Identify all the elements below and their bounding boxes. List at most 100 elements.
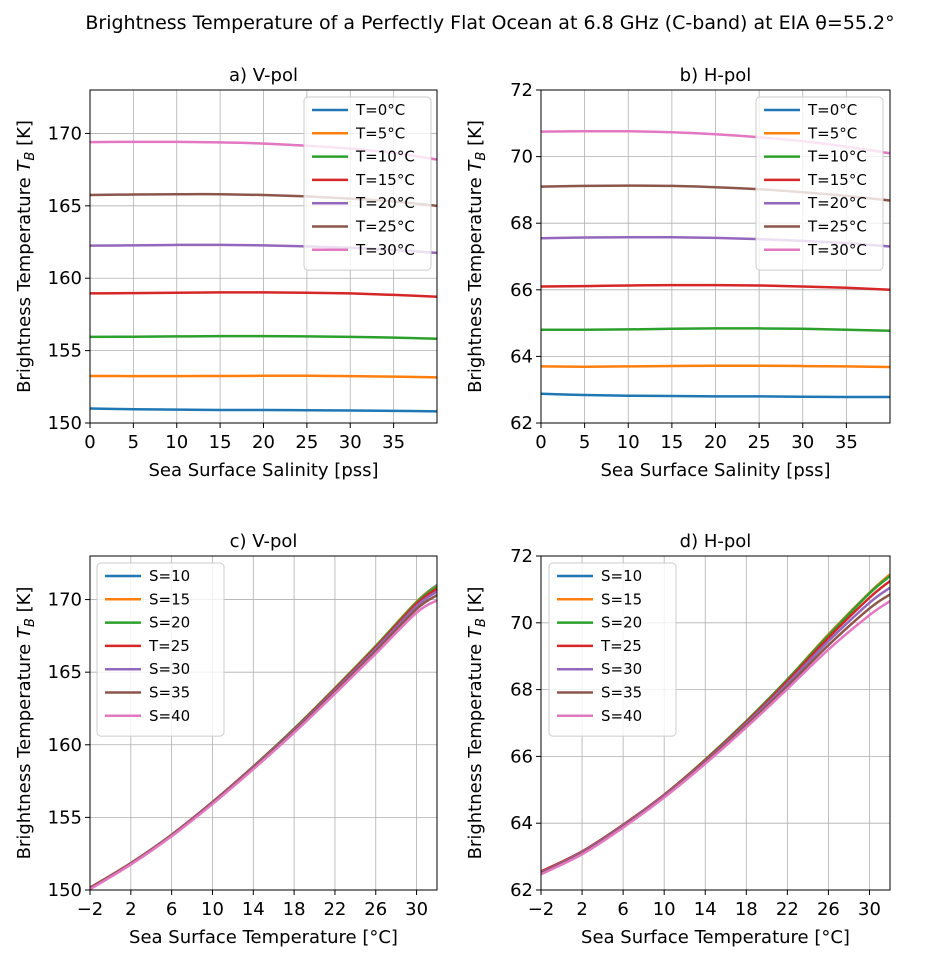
legend-entry-label: S=15 — [601, 590, 642, 608]
legend-entry-label: T=15°C — [355, 171, 415, 189]
y-tick-label: 160 — [48, 735, 82, 756]
legend-entry-label: S=35 — [601, 684, 642, 702]
x-tick-label: 2 — [125, 899, 136, 920]
x-tick-label: 15 — [209, 432, 232, 453]
series-line-6 — [90, 599, 437, 890]
legend-entry-label: T=25 — [148, 637, 190, 655]
legend-entry-label: S=35 — [149, 684, 190, 702]
y-tick-label: 70 — [510, 613, 533, 634]
legend-entry-label: T=0°C — [807, 101, 857, 119]
x-tick-label: 18 — [735, 899, 758, 920]
y-tick-label: 150 — [48, 413, 82, 434]
x-tick-label: 30 — [858, 899, 881, 920]
legend-entry-label: T=10°C — [355, 148, 415, 166]
x-tick-label: 10 — [617, 432, 640, 453]
series-line-1 — [541, 364, 890, 369]
series-line-2 — [90, 334, 437, 340]
x-tick-label: 26 — [817, 899, 840, 920]
series-line-0 — [90, 407, 437, 413]
series-line-2 — [541, 327, 890, 333]
x-tick-label: 0 — [535, 432, 546, 453]
series-lines — [90, 584, 437, 890]
x-axis-label: Sea Surface Temperature [°C] — [129, 927, 398, 948]
legend-entry-label: T=10°C — [807, 148, 867, 166]
y-tick-label: 70 — [510, 147, 533, 168]
x-tick-label: 30 — [405, 899, 428, 920]
x-tick-label: 26 — [364, 899, 387, 920]
x-tick-label: −2 — [528, 899, 555, 920]
legend-entry-label: S=20 — [149, 614, 190, 632]
y-tick-label: 160 — [48, 268, 82, 289]
x-tick-label: 5 — [128, 432, 139, 453]
y-tick-label: 155 — [48, 341, 82, 362]
legend-entry-label: S=30 — [601, 660, 642, 678]
y-tick-label: 155 — [48, 807, 82, 828]
x-tick-label: 18 — [283, 899, 306, 920]
legend: S=10 S=15 S=20 T=25 S=30 S=35 S=40 — [548, 562, 677, 737]
series-line-1 — [90, 374, 437, 379]
x-tick-label: −2 — [77, 899, 104, 920]
y-tick-label: 68 — [510, 680, 533, 701]
axes-frame — [540, 555, 891, 891]
y-tick-label: 62 — [510, 880, 533, 901]
legend-entry-label: S=20 — [601, 614, 642, 632]
x-tick-label: 35 — [382, 432, 405, 453]
legend-entry-label: T=5°C — [807, 124, 857, 142]
x-tick-label: 35 — [835, 432, 858, 453]
x-tick-label: 2 — [576, 899, 587, 920]
y-tick-label: 64 — [510, 813, 533, 834]
legend-entry-label: T=30°C — [807, 241, 867, 259]
y-tick-label: 64 — [510, 346, 533, 367]
y-axis-label: Brightness Temperature TB [K] — [465, 120, 489, 393]
series-line-3 — [90, 291, 437, 298]
x-tick-label: 15 — [660, 432, 683, 453]
x-tick-label: 14 — [694, 899, 717, 920]
x-tick-label: 10 — [165, 432, 188, 453]
x-tick-label: 0 — [84, 432, 95, 453]
legend-entry-label: S=10 — [601, 567, 642, 585]
x-tick-label: 6 — [617, 899, 628, 920]
x-axis-label: Sea Surface Salinity [pss] — [600, 460, 830, 481]
x-tick-label: 22 — [323, 899, 346, 920]
series-lines — [90, 140, 437, 413]
y-tick-label: 72 — [510, 80, 533, 101]
y-axis-label: Brightness Temperature TB [K] — [14, 120, 38, 393]
series-line-6 — [541, 600, 890, 876]
legend-entry-label: T=5°C — [355, 124, 405, 142]
y-tick-label: 165 — [48, 662, 82, 683]
legend: S=10 S=15 S=20 T=25 S=30 S=35 S=40 — [96, 562, 225, 737]
legend-entry-label: S=30 — [149, 660, 190, 678]
subplot-title: c) V-pol — [230, 531, 298, 552]
x-tick-label: 25 — [748, 432, 771, 453]
legend-entry-label: T=25 — [600, 637, 642, 655]
y-axis-label: Brightness Temperature TB [K] — [465, 587, 489, 860]
subplot-a-vpol-salinity: 0 5 10 15 20 25 30 35 150 155 160 165 170 a) V-pol Sea… — [14, 65, 438, 481]
legend: T=0°C T=5°C T=10°C T=15°C T=20°C T=25°C T=30°C — [303, 96, 432, 271]
y-tick-label: 170 — [48, 123, 82, 144]
legend-entry-label: T=30°C — [355, 241, 415, 259]
legend-entry-label: T=25°C — [807, 218, 867, 236]
y-tick-label: 150 — [48, 880, 82, 901]
legend-entry-label: T=0°C — [355, 101, 405, 119]
subplot-title: a) V-pol — [229, 65, 298, 86]
x-tick-label: 10 — [653, 899, 676, 920]
x-tick-label: 5 — [579, 432, 590, 453]
x-axis-label: Sea Surface Salinity [pss] — [148, 460, 378, 481]
x-tick-label: 20 — [704, 432, 727, 453]
legend-entry-label: S=40 — [601, 707, 642, 725]
legend-entry-label: T=15°C — [807, 171, 867, 189]
y-tick-label: 170 — [48, 590, 82, 611]
y-tick-label: 72 — [510, 546, 533, 567]
x-tick-label: 6 — [166, 899, 177, 920]
x-tick-label: 10 — [201, 899, 224, 920]
figure-suptitle: Brightness Temperature of a Perfectly Fl… — [85, 12, 894, 34]
x-tick-label: 30 — [791, 432, 814, 453]
subplot-b-hpol-salinity: 0 5 10 15 20 25 30 35 62 64 66 68 70 72 b) H-pol Sea Su… — [465, 65, 891, 481]
series-lines — [541, 573, 890, 876]
legend: T=0°C T=5°C T=10°C T=15°C T=20°C T=25°C T=30°C — [755, 96, 884, 271]
x-tick-label: 25 — [295, 432, 318, 453]
x-tick-label: 22 — [776, 899, 799, 920]
legend-entry-label: T=20°C — [807, 194, 867, 212]
y-tick-label: 66 — [510, 280, 533, 301]
